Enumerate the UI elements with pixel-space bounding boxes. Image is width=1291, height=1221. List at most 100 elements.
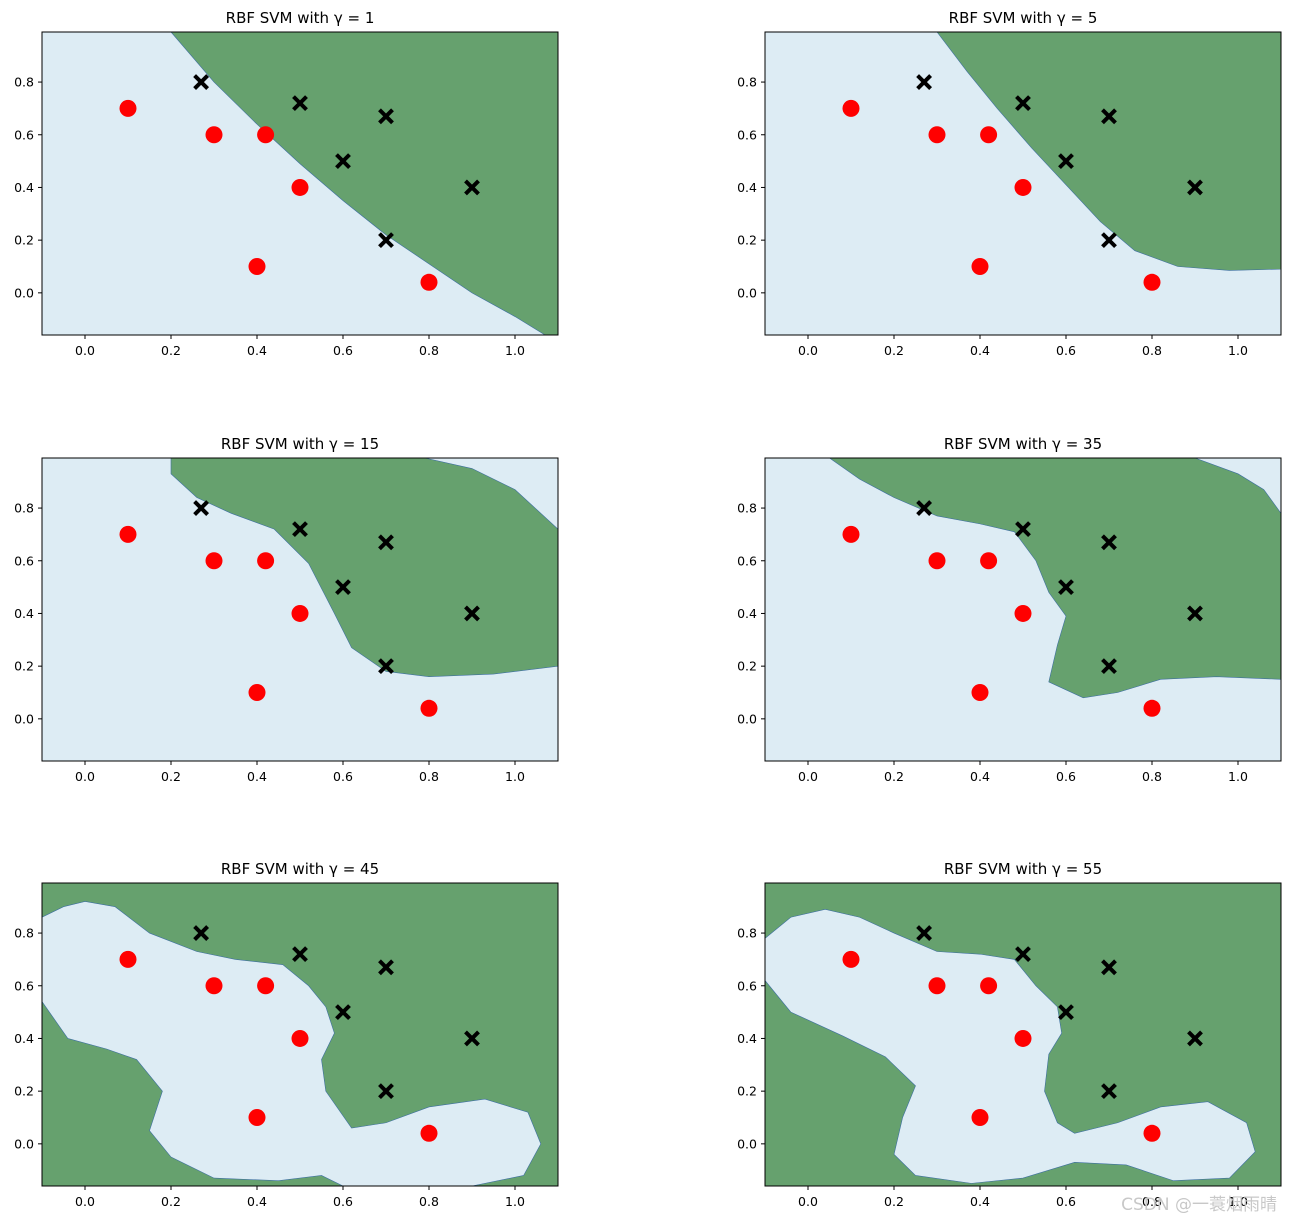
x-tick-label: 0.2: [161, 1194, 181, 1209]
y-tick-label: 0.8: [14, 926, 34, 941]
x-tick-label: 0.4: [970, 1194, 990, 1209]
data-point-cross: [193, 925, 210, 941]
data-point-circle: [291, 178, 309, 196]
x-tick-label: 1.0: [1228, 1194, 1248, 1209]
data-point-circle: [971, 257, 989, 275]
data-point-cross: [378, 959, 394, 976]
x-tick-label: 0.4: [970, 769, 990, 784]
data-point-circle: [420, 699, 438, 717]
y-tick-label: 0.4: [14, 180, 34, 195]
y-tick-label: 0.8: [737, 75, 757, 90]
axes-frame: [41, 882, 559, 1187]
data-point-circle: [971, 1108, 989, 1126]
data-point-cross: [292, 521, 308, 538]
x-tick-label: 0.4: [247, 1194, 267, 1209]
data-point-cross: [193, 74, 210, 90]
y-tick-label: 0.6: [737, 553, 757, 568]
data-point-circle: [291, 1029, 309, 1047]
region-circle-class: [42, 901, 542, 1186]
axes-frame: [764, 457, 1282, 762]
subplot-gamma-15: 0.0 0.2 0.4 0.6 0.8 1.0 0.0 0.2 0.4 0.6 0.8 RBF SVM…: [14, 435, 559, 784]
data-point-cross: [464, 179, 480, 196]
y-tick-label: 0.2: [14, 659, 34, 674]
y-tick-label: 0.0: [737, 711, 757, 726]
y-tick-label: 0.6: [14, 127, 34, 142]
data-point-circle: [980, 126, 998, 144]
data-point-cross: [1058, 579, 1074, 596]
x-tick-label: 0.0: [798, 1194, 818, 1209]
data-point-cross: [378, 534, 394, 551]
data-point-circle: [928, 126, 946, 144]
data-point-cross: [1058, 1004, 1074, 1021]
data-point-circle: [248, 683, 266, 701]
data-point-cross: [916, 500, 933, 516]
data-point-circle: [291, 604, 309, 622]
y-tick-label: 0.4: [14, 1031, 34, 1046]
x-tick-label: 0.2: [884, 1194, 904, 1209]
x-tick-label: 0.4: [247, 769, 267, 784]
y-tick-label: 0.2: [737, 233, 757, 248]
data-point-circle: [1014, 178, 1032, 196]
data-point-circle: [1143, 273, 1161, 291]
axes-frame: [41, 31, 559, 336]
data-point-cross: [1058, 153, 1074, 170]
y-tick-label: 0.6: [14, 978, 34, 993]
data-point-circle: [1014, 604, 1032, 622]
data-point-cross: [1101, 959, 1117, 976]
subplot-title: RBF SVM with γ = 1: [226, 9, 375, 27]
data-point-cross: [378, 658, 394, 675]
data-point-circle: [205, 126, 223, 144]
data-point-circle: [971, 683, 989, 701]
y-tick-label: 0.2: [737, 659, 757, 674]
y-tick-label: 0.0: [737, 285, 757, 300]
data-point-cross: [1015, 95, 1031, 112]
data-point-circle: [420, 273, 438, 291]
data-point-circle: [980, 977, 998, 995]
data-point-cross: [1101, 658, 1117, 675]
y-tick-label: 0.6: [14, 553, 34, 568]
region-circle-class: [765, 909, 1256, 1184]
y-tick-label: 0.2: [737, 1084, 757, 1099]
x-tick-label: 0.6: [333, 769, 353, 784]
x-tick-label: 0.8: [419, 1194, 439, 1209]
y-tick-label: 0.6: [737, 978, 757, 993]
data-point-circle: [420, 1124, 438, 1142]
subplot-title: RBF SVM with γ = 35: [944, 435, 1102, 453]
x-tick-label: 0.4: [247, 343, 267, 358]
x-tick-label: 1.0: [1228, 769, 1248, 784]
subplot-gamma-1: 0.0 0.2 0.4 0.6 0.8 1.0 0.0 0.2 0.4 0.6 0.8 RBF SVM…: [14, 9, 559, 358]
watermark: CSDN @一蓑烟雨晴: [1121, 1195, 1277, 1215]
data-point-circle: [928, 552, 946, 570]
y-tick-label: 0.8: [14, 75, 34, 90]
x-tick-label: 0.8: [1142, 769, 1162, 784]
subplot-title: RBF SVM with γ = 5: [949, 9, 1098, 27]
x-tick-label: 1.0: [505, 1194, 525, 1209]
data-point-circle: [1143, 1124, 1161, 1142]
region-cross-class: [170, 458, 558, 677]
axes-frame: [764, 882, 1282, 1187]
region-cross-class: [170, 32, 558, 335]
subplot-title: RBF SVM with γ = 15: [221, 435, 379, 453]
x-tick-label: 1.0: [1228, 343, 1248, 358]
x-tick-label: 0.8: [1142, 343, 1162, 358]
data-point-circle: [1143, 699, 1161, 717]
data-point-cross: [1015, 946, 1031, 963]
subplot-gamma-35: 0.0 0.2 0.4 0.6 0.8 1.0 0.0 0.2 0.4 0.6 0.8 RBF SVM…: [737, 435, 1282, 784]
data-point-cross: [378, 232, 394, 249]
x-tick-label: 0.6: [333, 1194, 353, 1209]
region-cross-class: [936, 32, 1281, 271]
data-point-cross: [1187, 605, 1203, 622]
x-tick-label: 0.2: [884, 769, 904, 784]
subplot-title: RBF SVM with γ = 45: [221, 860, 379, 878]
x-tick-label: 0.0: [75, 343, 95, 358]
x-tick-label: 0.6: [1056, 769, 1076, 784]
data-point-circle: [928, 977, 946, 995]
y-tick-label: 0.0: [14, 285, 34, 300]
data-point-cross: [1101, 1083, 1117, 1100]
decision-regions: [42, 32, 558, 335]
x-tick-label: 0.0: [75, 769, 95, 784]
data-point-cross: [1101, 534, 1117, 551]
data-point-cross: [916, 925, 933, 941]
subplot-gamma-55: 0.0 0.2 0.4 0.6 0.8 1.0 0.0 0.2 0.4 0.6 0.8 RBF SVM…: [737, 860, 1282, 1209]
data-point-circle: [257, 552, 275, 570]
